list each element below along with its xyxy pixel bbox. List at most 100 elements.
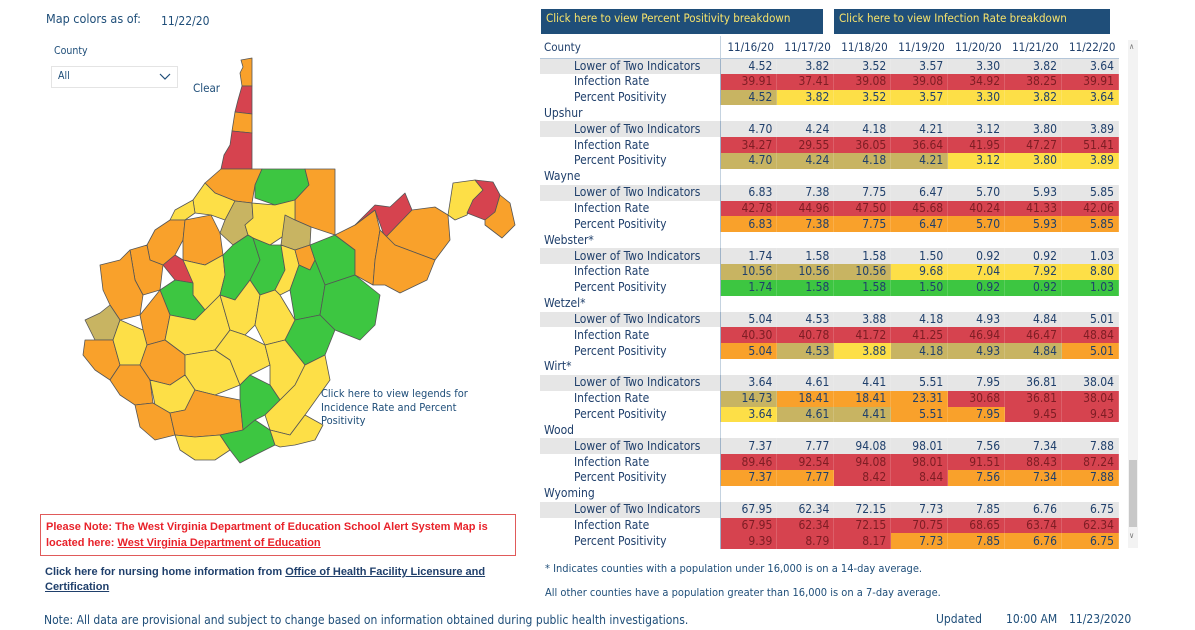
row-label: Lower of Two Indicators xyxy=(540,248,721,264)
map-county[interactable] xyxy=(182,214,224,266)
table-cell: 5.04 xyxy=(720,311,778,328)
county-column-header[interactable]: County xyxy=(540,36,721,59)
map-county[interactable] xyxy=(231,111,253,134)
county-name[interactable]: Webster* xyxy=(540,232,721,249)
map-county[interactable] xyxy=(109,364,154,406)
table-cell: 4.70 xyxy=(720,152,778,169)
table-cell: 7.85 xyxy=(947,533,1006,550)
table-cell: 7.37 xyxy=(720,469,778,486)
nursing-note-text: Click here for nursing home information … xyxy=(45,566,286,578)
scroll-down-icon[interactable]: ∨ xyxy=(1129,531,1135,540)
table-cell: 29.55 xyxy=(776,137,835,153)
empty-cell xyxy=(948,422,1005,438)
table-cell: 9.39 xyxy=(720,533,778,550)
scroll-up-icon[interactable]: ∧ xyxy=(1129,42,1135,51)
table-cell: 5.51 xyxy=(890,374,949,391)
county-name[interactable]: Wirt* xyxy=(540,358,721,375)
table-cell: 5.04 xyxy=(720,343,778,359)
table-cell: 94.08 xyxy=(833,438,892,455)
table-cell: 3.57 xyxy=(890,89,949,106)
empty-cell xyxy=(1062,359,1119,375)
map-county[interactable] xyxy=(169,199,196,221)
table-cell: 3.64 xyxy=(1061,58,1119,74)
table-cell: 5.01 xyxy=(1061,343,1119,359)
empty-cell xyxy=(1062,296,1119,312)
map-county[interactable] xyxy=(112,319,148,366)
date-column-header[interactable]: 11/19/20 xyxy=(890,36,948,59)
table-cell: 6.76 xyxy=(1004,533,1063,550)
table-row: Lower of Two Indicators 4.70 4.24 4.18 4.21 3… xyxy=(540,121,1119,138)
table-cell: 6.75 xyxy=(1061,501,1119,518)
table-cell: 6.83 xyxy=(720,216,778,233)
table-row: Infection Rate 10.56 10.56 10.56 9.68 7.04 7.9… xyxy=(540,263,1119,280)
table-cell: 36.81 xyxy=(1004,374,1063,391)
clear-button[interactable]: Clear xyxy=(193,81,221,95)
county-group-row[interactable]: Wood xyxy=(540,422,1119,439)
empty-cell xyxy=(1062,422,1119,438)
county-group-row[interactable]: Wetzel* xyxy=(540,295,1119,312)
county-indicator-table: County 11/16/20 11/17/20 11/18/20 11/19/20 1… xyxy=(540,36,1120,554)
county-name[interactable]: Wayne xyxy=(540,168,721,185)
map-county[interactable] xyxy=(220,130,253,170)
table-cell: 7.34 xyxy=(1004,469,1063,486)
infection-rate-breakdown-button[interactable]: Click here to view Infection Rate breakd… xyxy=(834,9,1110,34)
map-county[interactable] xyxy=(372,229,436,294)
table-cell: 38.25 xyxy=(1004,73,1063,90)
map-county[interactable] xyxy=(174,434,231,461)
empty-cell xyxy=(1062,486,1119,502)
table-cell: 87.24 xyxy=(1061,454,1119,470)
map-county[interactable] xyxy=(239,57,253,87)
empty-cell xyxy=(948,486,1005,502)
date-column-header[interactable]: 11/22/20 xyxy=(1061,36,1119,59)
county-group-row[interactable]: Upshur xyxy=(540,105,1119,122)
map-county[interactable] xyxy=(264,354,331,436)
county-group-row[interactable]: Webster* xyxy=(540,232,1119,249)
empty-cell xyxy=(1005,105,1062,121)
date-column-header[interactable]: 11/17/20 xyxy=(776,36,834,59)
table-cell: 7.73 xyxy=(890,533,949,550)
scrollbar-thumb[interactable] xyxy=(1129,460,1137,527)
table-cell: 89.46 xyxy=(720,454,778,470)
education-link[interactable]: West Virginia Department of Education xyxy=(117,537,321,549)
county-group-row[interactable]: Wayne xyxy=(540,168,1119,185)
table-cell: 1.50 xyxy=(890,248,949,264)
nursing-link[interactable]: Office of Health Facility Licensure and … xyxy=(45,566,486,593)
table-row: Infection Rate 34.27 29.55 36.05 36.64 41.95 4… xyxy=(540,137,1119,153)
table-cell: 8.79 xyxy=(776,533,835,550)
county-name[interactable]: Wood xyxy=(540,422,721,439)
table-row: Percent Positivity 6.83 7.38 7.75 6.47 5.70 5.… xyxy=(540,216,1119,233)
county-group-row[interactable]: Wirt* xyxy=(540,358,1119,375)
map-county[interactable] xyxy=(234,85,253,115)
map-county[interactable] xyxy=(484,194,516,239)
table-cell: 4.93 xyxy=(947,311,1006,328)
table-header-row: County 11/16/20 11/17/20 11/18/20 11/19/20 1… xyxy=(540,36,1119,59)
table-cell: 0.92 xyxy=(1004,279,1063,296)
population-note: All other counties have a population gre… xyxy=(545,586,941,599)
date-column-header[interactable]: 11/20/20 xyxy=(947,36,1005,59)
legends-link[interactable]: Click here to view legends for Incidence… xyxy=(321,387,468,427)
table-row: Lower of Two Indicators 7.37 7.77 94.08 98.0… xyxy=(540,438,1119,455)
table-cell: 4.41 xyxy=(833,406,892,423)
percent-positivity-breakdown-button[interactable]: Click here to view Percent Positivity br… xyxy=(541,9,823,34)
county-name[interactable]: Wetzel* xyxy=(540,295,721,312)
map-county[interactable] xyxy=(99,249,144,321)
date-column-header[interactable]: 11/21/20 xyxy=(1004,36,1062,59)
table-cell: 23.31 xyxy=(890,390,949,407)
table-cell: 3.52 xyxy=(833,58,892,74)
row-label: Percent Positivity xyxy=(540,216,721,233)
date-column-header[interactable]: 11/18/20 xyxy=(833,36,891,59)
table-scrollbar[interactable] xyxy=(1128,40,1138,548)
county-group-row[interactable]: Wyoming xyxy=(540,485,1119,502)
updated-label: Updated xyxy=(936,612,982,626)
county-name[interactable]: Upshur xyxy=(540,105,721,122)
table-cell: 4.24 xyxy=(776,152,835,169)
date-column-header[interactable]: 11/16/20 xyxy=(720,36,777,59)
county-dropdown[interactable]: All xyxy=(51,66,178,88)
table-cell: 18.41 xyxy=(776,390,835,407)
table-cell: 4.18 xyxy=(833,152,892,169)
county-name[interactable]: Wyoming xyxy=(540,485,721,502)
updated-time: 10:00 AM xyxy=(1006,612,1058,626)
map-county[interactable] xyxy=(354,192,413,239)
map-county[interactable] xyxy=(269,414,324,448)
table-cell: 40.78 xyxy=(776,327,835,344)
